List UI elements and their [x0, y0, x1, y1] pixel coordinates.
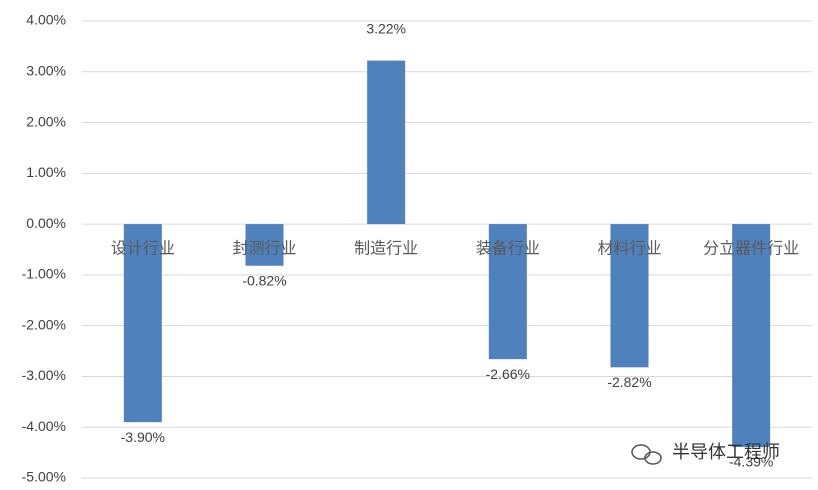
bar — [367, 60, 406, 225]
value-label: -4.39% — [729, 454, 773, 470]
x-tick-label: 材料行业 — [597, 239, 661, 257]
bar — [245, 224, 284, 266]
x-tick-label: 装备行业 — [476, 239, 540, 257]
bar — [123, 224, 162, 423]
value-label: 3.22% — [366, 20, 406, 36]
x-tick-label: 设计行业 — [111, 239, 175, 257]
y-tick-label: 3.00% — [26, 62, 66, 78]
bar — [610, 224, 649, 368]
watermark-icon — [631, 444, 662, 465]
y-tick-label: 1.00% — [26, 164, 66, 180]
y-tick-label: -5.00% — [22, 469, 66, 485]
y-tick-label: 2.00% — [26, 113, 66, 129]
value-label: -2.82% — [607, 374, 651, 390]
x-tick-label: 制造行业 — [354, 239, 418, 257]
y-tick-label: -4.00% — [22, 418, 66, 434]
y-tick-label: 4.00% — [26, 12, 66, 28]
value-label: -3.90% — [121, 429, 165, 445]
y-tick-label: -3.00% — [22, 367, 66, 383]
value-label: -2.66% — [486, 366, 530, 382]
bar — [488, 224, 527, 360]
y-tick-label: 0.00% — [26, 215, 66, 231]
x-tick-label: 封测行业 — [232, 239, 296, 257]
y-tick-label: -2.00% — [22, 316, 66, 332]
watermark: 半导体工程师 — [672, 442, 780, 462]
x-tick-label: 分立器件行业 — [703, 239, 799, 257]
bar — [732, 224, 771, 448]
value-label: -0.82% — [242, 272, 286, 288]
y-tick-label: -1.00% — [22, 266, 66, 282]
